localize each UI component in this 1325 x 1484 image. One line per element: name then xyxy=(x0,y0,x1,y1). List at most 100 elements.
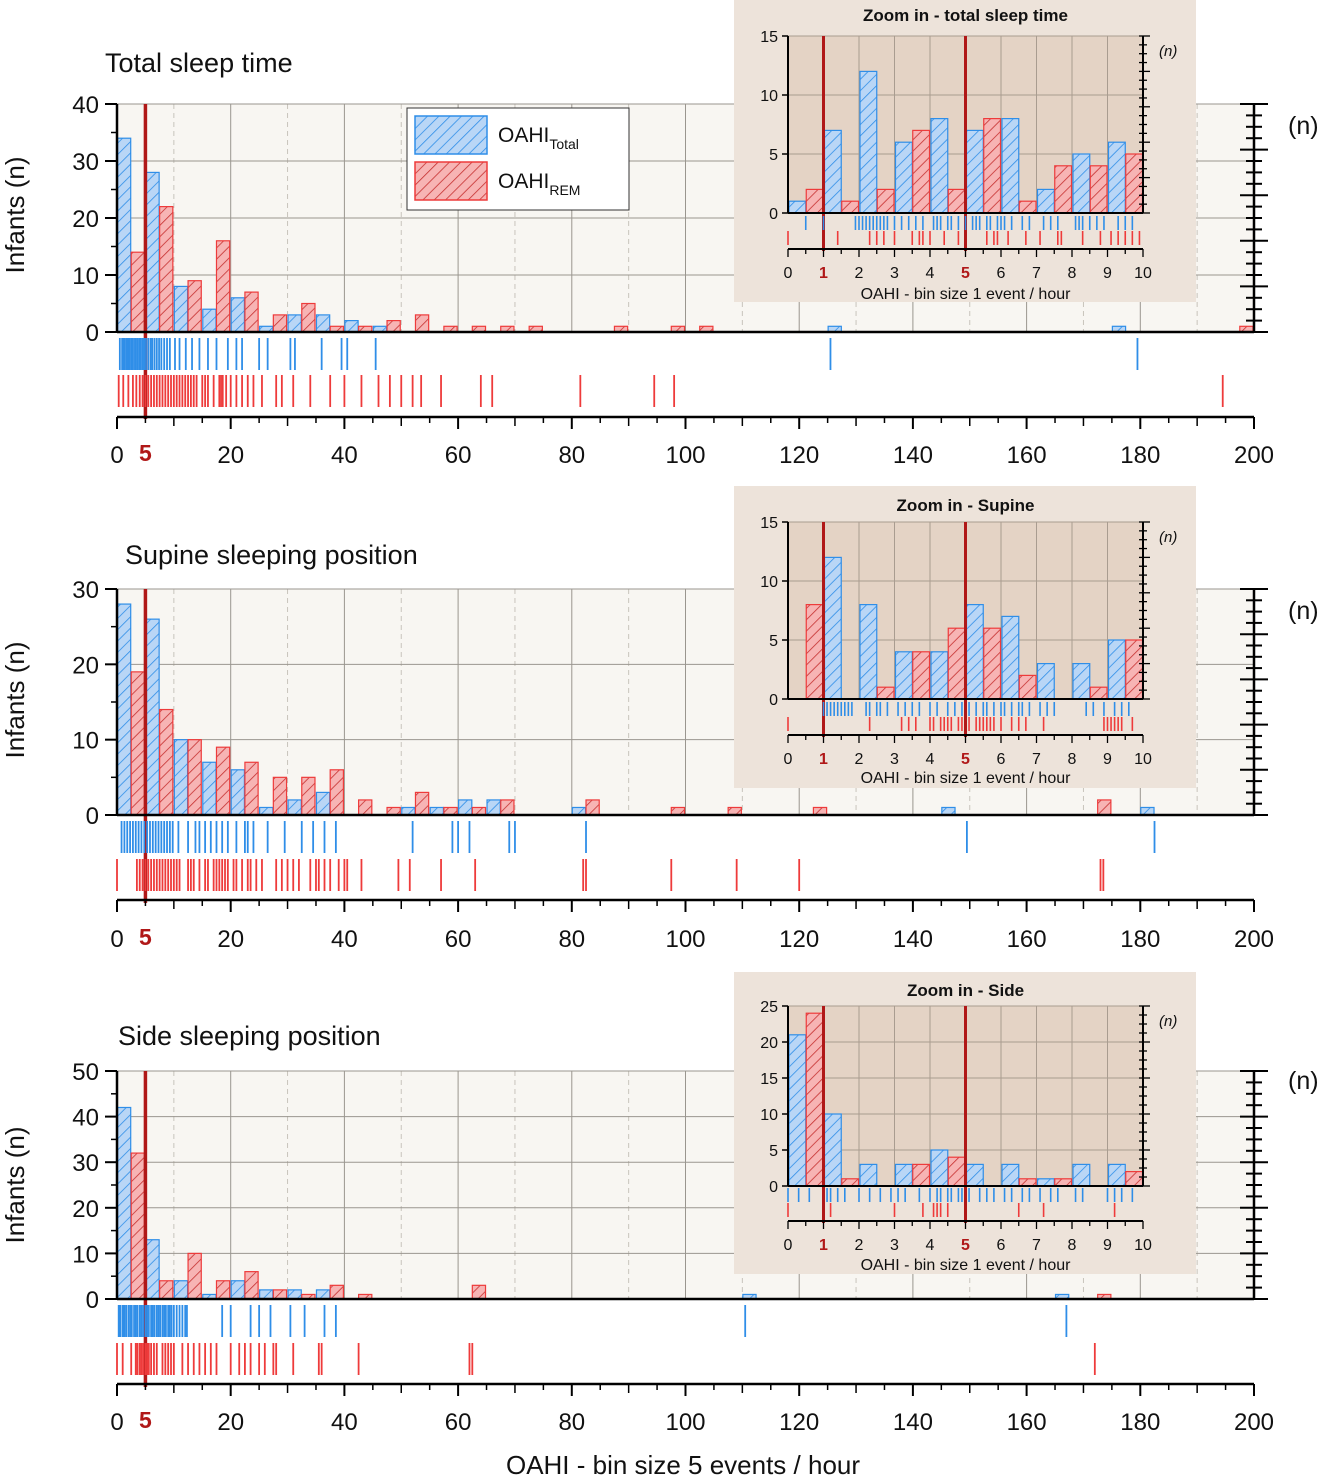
inset-bar-total xyxy=(930,651,949,700)
inset-bar-total xyxy=(1036,1178,1055,1187)
x-tick-label: 20 xyxy=(217,442,244,469)
legend-label-rem: OAHIREM xyxy=(498,170,580,198)
x-tick-label: 20 xyxy=(217,1409,244,1436)
inset-bar-rem xyxy=(805,188,824,214)
y-axis-label-supine: Infants (n) xyxy=(0,641,30,758)
x-tick-label: 140 xyxy=(893,1409,933,1436)
x-tick-label: 120 xyxy=(779,442,819,469)
inset-y-tick-label: 15 xyxy=(760,515,778,532)
inset-n-label: (n) xyxy=(1159,1013,1177,1030)
right-n-label-side: (n) xyxy=(1288,1067,1319,1095)
inset-bar-rem xyxy=(983,117,1002,214)
bar-total xyxy=(344,320,359,333)
bar-rem xyxy=(244,291,259,333)
bar-total xyxy=(287,799,302,816)
inset-bar-total xyxy=(788,1034,807,1187)
panel-title-total: Total sleep time xyxy=(105,48,293,78)
inset-x-tick-label: 2 xyxy=(855,1237,864,1254)
inset-y-tick-label: 5 xyxy=(769,147,778,164)
x-tick-label: 100 xyxy=(665,442,705,469)
ylabel-text: Infants (n) xyxy=(0,1126,30,1243)
inset-y-tick-label: 20 xyxy=(760,1035,778,1052)
bar-total xyxy=(486,799,501,816)
x-tick-label: 140 xyxy=(893,442,933,469)
bar-rem xyxy=(358,799,373,816)
bar-total xyxy=(116,603,132,816)
panel-title-supine: Supine sleeping position xyxy=(125,540,418,570)
inset-bar-total xyxy=(1107,639,1126,700)
inset-bar-total xyxy=(894,141,913,214)
inset-x-tick-label: 9 xyxy=(1103,1237,1112,1254)
inset-y-tick-label: 5 xyxy=(769,1143,778,1160)
y-tick-label: 10 xyxy=(72,1241,99,1268)
inset-bar-rem xyxy=(912,1163,931,1187)
inset-bar-rem xyxy=(947,1156,966,1187)
bar-rem xyxy=(471,1284,487,1300)
inset-x-tick-label: 4 xyxy=(926,1237,935,1254)
svg-text:Infants (n): Infants (n) xyxy=(0,156,30,273)
inset-n-label: (n) xyxy=(1159,529,1177,546)
inset-bar-total xyxy=(894,651,913,700)
y-tick-label: 20 xyxy=(72,652,99,679)
x-tick-label: 200 xyxy=(1234,926,1274,953)
inset-bar-rem xyxy=(912,129,931,214)
bar-rem xyxy=(159,206,174,333)
bar-rem xyxy=(187,739,202,816)
inset-x-tick-label: 4 xyxy=(926,265,935,282)
inset-bar-total xyxy=(894,1163,913,1187)
panel-title-side: Side sleeping position xyxy=(118,1021,381,1051)
inset-y-tick-label: 0 xyxy=(769,1179,778,1196)
inset-bar-rem xyxy=(1089,165,1108,214)
inset-x-tick-label: 8 xyxy=(1068,751,1077,768)
bar-rem xyxy=(414,791,430,816)
inset-x-tick-label: 0 xyxy=(784,1237,793,1254)
x-tick-label: 160 xyxy=(1007,1409,1047,1436)
bar-rem xyxy=(187,1252,202,1300)
x-tick-label: 100 xyxy=(665,926,705,953)
bar-total xyxy=(315,314,331,333)
inset-x-tick-label: 7 xyxy=(1032,1237,1041,1254)
bar-total xyxy=(230,297,246,333)
bar-total xyxy=(145,618,160,816)
x-tick-label: 180 xyxy=(1120,1409,1160,1436)
bar-total xyxy=(287,314,302,333)
inset-bar-total xyxy=(965,603,984,700)
bar-rem xyxy=(159,1280,174,1300)
bar-total xyxy=(230,1280,246,1300)
x-tick-label: 40 xyxy=(331,442,358,469)
y-tick-label: 10 xyxy=(72,263,99,290)
bar-rem xyxy=(414,314,430,333)
bar-total xyxy=(202,761,217,816)
ylabel-text: Infants (n) xyxy=(0,641,30,758)
y-tick-label: 20 xyxy=(72,1196,99,1223)
legend-label-total: OAHITotal xyxy=(498,124,579,152)
inset-x-tick-label: 8 xyxy=(1068,265,1077,282)
inset-bar-total xyxy=(1072,1163,1091,1187)
inset-x-tick-label: 10 xyxy=(1134,1237,1152,1254)
bar-total xyxy=(116,1106,132,1300)
bar-total xyxy=(173,739,189,816)
bar-rem xyxy=(187,280,202,333)
inset-0: 0 5 10 15 (n) 0 1 2 3 4 5 6 7 8 9 10 Zoom in - total sle… xyxy=(734,0,1196,303)
y-tick-label: 50 xyxy=(72,1059,99,1086)
bar-total xyxy=(230,769,246,816)
y-tick-label: 0 xyxy=(86,1287,99,1314)
legend-swatch-rem xyxy=(414,161,488,201)
inset-bar-total xyxy=(1107,1163,1126,1187)
inset-bar-rem xyxy=(912,651,931,700)
inset-bar-total xyxy=(1036,662,1055,700)
inset-bar-rem xyxy=(1125,1170,1144,1187)
legend-swatch-total xyxy=(414,115,488,155)
inset-x-tick-label: 4 xyxy=(926,751,935,768)
y-axis-label-total: Infants (n) xyxy=(0,156,30,273)
x-tick-label: 80 xyxy=(558,442,585,469)
x-tick-label: 20 xyxy=(217,926,244,953)
inset-x-tick-label: 0 xyxy=(784,265,793,282)
bar-total xyxy=(315,791,331,816)
y-tick-label: 40 xyxy=(72,1105,99,1132)
x-tick-label: 140 xyxy=(893,926,933,953)
bar-total xyxy=(287,1289,302,1300)
inset-x-tick-label: 0 xyxy=(784,751,793,768)
